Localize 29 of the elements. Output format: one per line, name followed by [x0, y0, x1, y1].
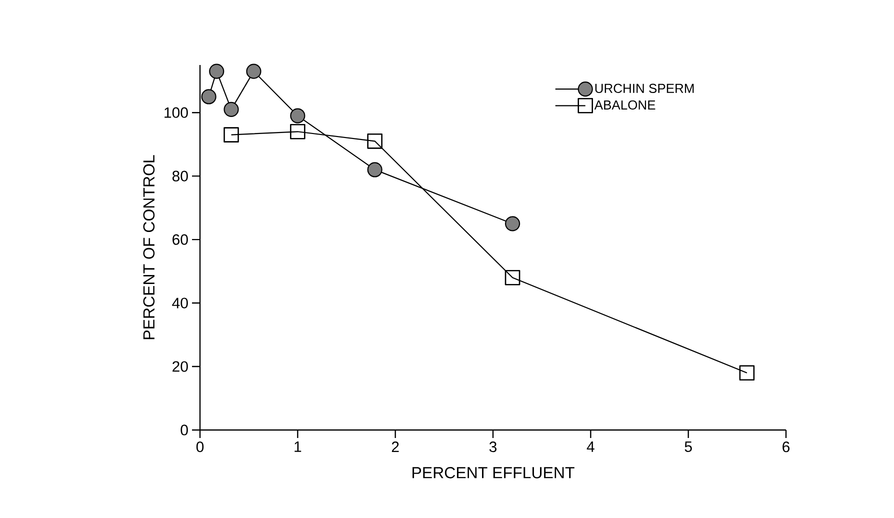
x-tick-label: 3	[489, 442, 497, 452]
point	[224, 127, 239, 142]
point	[504, 216, 520, 232]
y-tick-label: 20	[172, 361, 188, 372]
x-tick-label: 5	[684, 442, 692, 452]
legend-label: ABALONE	[594, 100, 656, 110]
x-tick-label: 6	[782, 442, 790, 452]
legend-label: URCHIN SPERM	[595, 84, 694, 93]
point	[224, 102, 239, 117]
point	[201, 89, 216, 104]
y-tick-label: 0	[180, 424, 188, 436]
point	[504, 270, 520, 286]
y-tick-label: 100	[164, 107, 188, 118]
x-axis-title: PERCENT EFFLUENT	[412, 467, 574, 478]
point	[290, 108, 306, 124]
y-tick-label: 60	[172, 234, 188, 245]
x-tick-label: 4	[586, 442, 594, 452]
y-tick-label: 80	[172, 170, 188, 182]
point	[246, 64, 262, 79]
point	[367, 134, 382, 149]
point	[209, 64, 224, 79]
x-tick-label: 2	[392, 442, 399, 452]
y-axis-title: PERCENT OF CONTROL	[143, 155, 155, 340]
point	[739, 365, 755, 381]
x-tick-label: 0	[196, 442, 204, 452]
point	[367, 162, 382, 178]
x-tick-label: 1	[294, 442, 302, 452]
point	[290, 124, 306, 140]
y-tick-label: 40	[172, 298, 188, 308]
